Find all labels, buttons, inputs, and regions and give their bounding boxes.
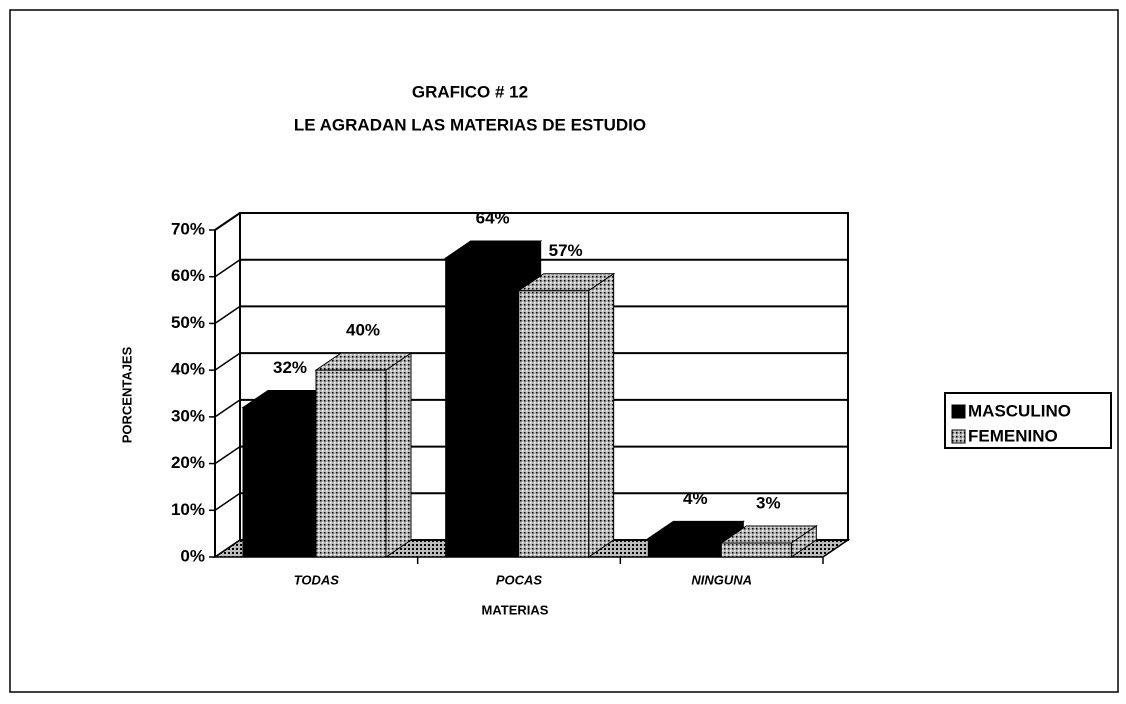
y-tick-label: 50% — [171, 313, 205, 332]
x-tick-label: TODAS — [294, 572, 340, 587]
grid-line-side — [214, 445, 241, 465]
data-label: 40% — [346, 321, 380, 340]
grid-line-side — [214, 305, 241, 325]
bar-side — [588, 272, 615, 558]
legend-label: FEMENINO — [968, 426, 1058, 445]
legend-box — [944, 392, 1112, 449]
y-tick-label: 60% — [171, 266, 205, 285]
data-label: 3% — [756, 493, 781, 512]
data-label: 64% — [476, 209, 510, 228]
grid-line-side — [214, 352, 241, 371]
grid-line-side — [214, 212, 241, 231]
data-label: 4% — [683, 489, 708, 508]
grid-line-side — [214, 539, 241, 558]
y-tick-label: 20% — [171, 453, 205, 472]
grid-line-side — [214, 259, 241, 278]
x-axis-label: MATERIAS — [482, 602, 549, 617]
y-tick-label: 70% — [171, 219, 205, 238]
data-label: 32% — [273, 358, 307, 377]
x-tick-label: POCAS — [496, 572, 543, 587]
bar — [315, 369, 387, 558]
chart-subtitle: LE AGRADAN LAS MATERIAS DE ESTUDIO — [294, 115, 646, 134]
y-tick-label: 30% — [171, 406, 205, 425]
bar — [720, 542, 792, 558]
bar — [242, 407, 314, 558]
y-tick-label: 10% — [171, 500, 205, 519]
chart-title: GRAFICO # 12 — [412, 82, 528, 101]
legend-label: MASCULINO — [968, 401, 1071, 420]
x-tick-label: NINGUNA — [691, 572, 752, 587]
y-axis-label: PORCENTAJES — [119, 346, 134, 443]
y-tick-label: 0% — [180, 546, 205, 565]
legend-swatch — [951, 429, 966, 444]
bar — [518, 290, 590, 558]
grid-line-side — [214, 399, 241, 418]
grid-line-side — [214, 492, 241, 511]
bar-side — [385, 352, 412, 558]
legend-swatch — [951, 404, 966, 419]
data-label: 57% — [549, 241, 583, 260]
y-tick-label: 40% — [171, 360, 205, 379]
bar — [647, 537, 719, 558]
bar — [445, 257, 517, 558]
